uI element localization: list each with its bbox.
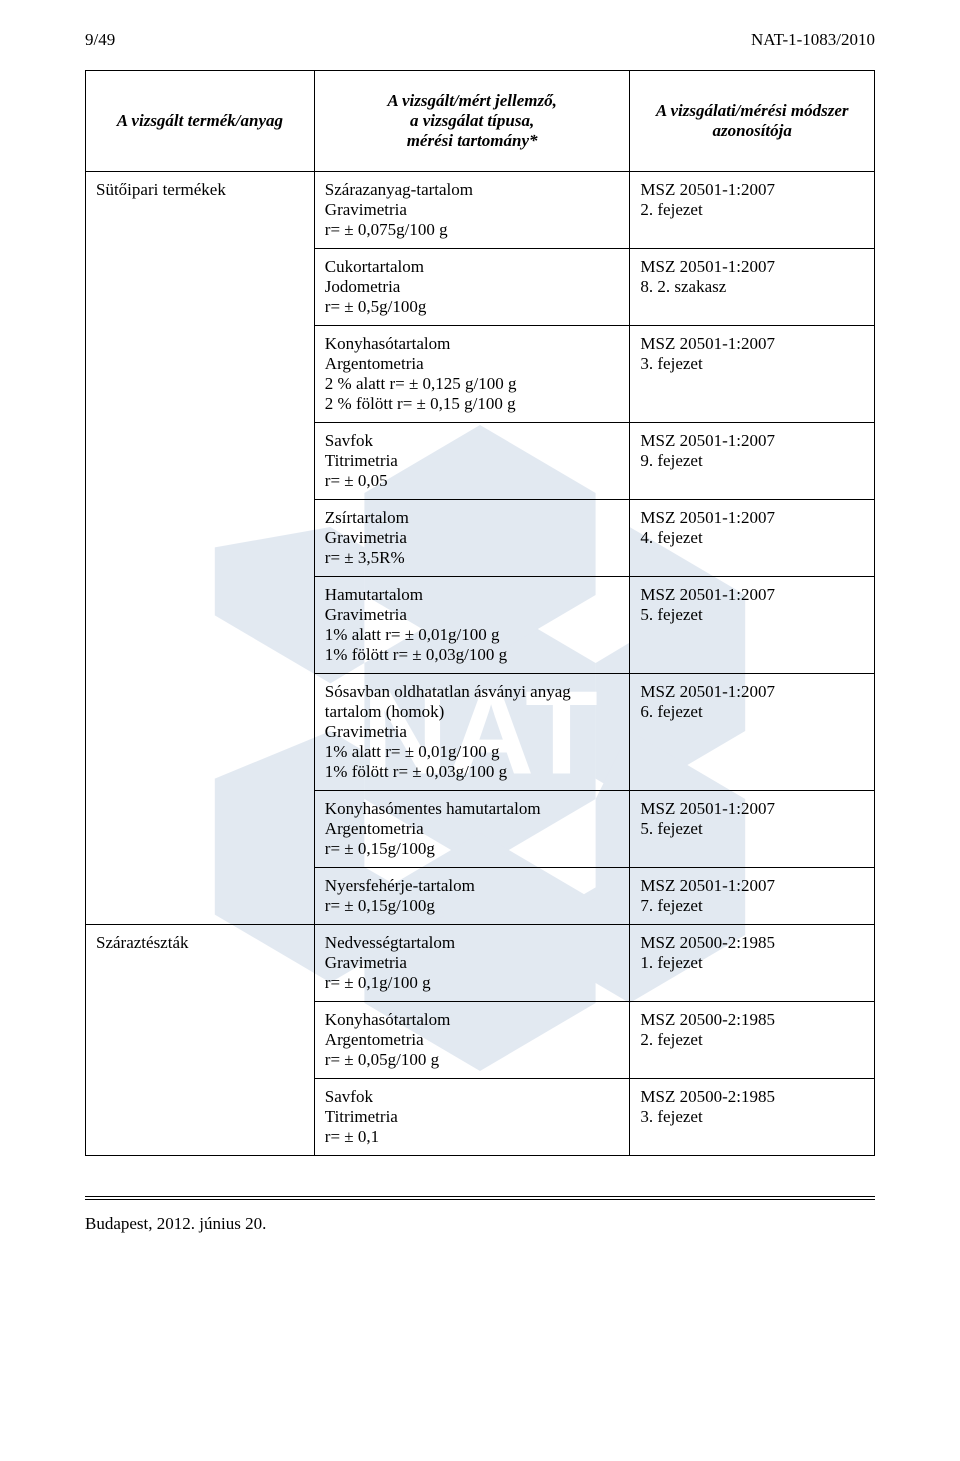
cell-method: MSZ 20501-1:2007 9. fejezet [630,423,875,500]
cell-property: Savfok Titrimetria r= ± 0,1 [314,1079,630,1156]
document-id: NAT-1-1083/2010 [751,30,875,50]
cell-method: MSZ 20501-1:2007 5. fejezet [630,577,875,674]
cell-product: Száraztészták [86,925,315,1156]
cell-product: Sütőipari termékek [86,172,315,925]
cell-method: MSZ 20501-1:2007 2. fejezet [630,172,875,249]
cell-method: MSZ 20501-1:2007 8. 2. szakasz [630,249,875,326]
cell-method: MSZ 20501-1:2007 3. fejezet [630,326,875,423]
cell-property: Cukortartalom Jodometria r= ± 0,5g/100g [314,249,630,326]
page-footer: Budapest, 2012. június 20. [0,1210,960,1264]
cell-method: MSZ 20500-2:1985 3. fejezet [630,1079,875,1156]
cell-method: MSZ 20500-2:1985 2. fejezet [630,1002,875,1079]
data-table: A vizsgált termék/anyag A vizsgált/mért … [85,70,875,1156]
cell-property: Sósavban oldhatatlan ásványi anyag tarta… [314,674,630,791]
footer-date: Budapest, 2012. június 20. [85,1214,266,1233]
cell-property: Nedvességtartalom Gravimetria r= ± 0,1g/… [314,925,630,1002]
col-header-1: A vizsgált termék/anyag [86,71,315,172]
col-header-2: A vizsgált/mért jellemző, a vizsgálat tí… [314,71,630,172]
cell-method: MSZ 20501-1:2007 4. fejezet [630,500,875,577]
cell-method: MSZ 20501-1:2007 5. fejezet [630,791,875,868]
cell-method: MSZ 20500-2:1985 1. fejezet [630,925,875,1002]
cell-property: Konyhasómentes hamutartalom Argentometri… [314,791,630,868]
cell-method: MSZ 20501-1:2007 7. fejezet [630,868,875,925]
cell-property: Nyersfehérje-tartalom r= ± 0,15g/100g [314,868,630,925]
table-row: Sütőipari termékekSzárazanyag-tartalom G… [86,172,875,249]
cell-property: Zsírtartalom Gravimetria r= ± 3,5R% [314,500,630,577]
cell-method: MSZ 20501-1:2007 6. fejezet [630,674,875,791]
cell-property: Konyhasótartalom Argentometria r= ± 0,05… [314,1002,630,1079]
cell-property: Konyhasótartalom Argentometria 2 % alatt… [314,326,630,423]
table-header-row: A vizsgált termék/anyag A vizsgált/mért … [86,71,875,172]
footer-rule [85,1196,875,1200]
table-row: SzáraztésztákNedvességtartalom Gravimetr… [86,925,875,1002]
cell-property: Szárazanyag-tartalom Gravimetria r= ± 0,… [314,172,630,249]
cell-property: Savfok Titrimetria r= ± 0,05 [314,423,630,500]
cell-property: Hamutartalom Gravimetria 1% alatt r= ± 0… [314,577,630,674]
col-header-3: A vizsgálati/mérési módszer azonosítója [630,71,875,172]
page-number: 9/49 [85,30,115,50]
page-header: 9/49 NAT-1-1083/2010 [85,30,875,50]
